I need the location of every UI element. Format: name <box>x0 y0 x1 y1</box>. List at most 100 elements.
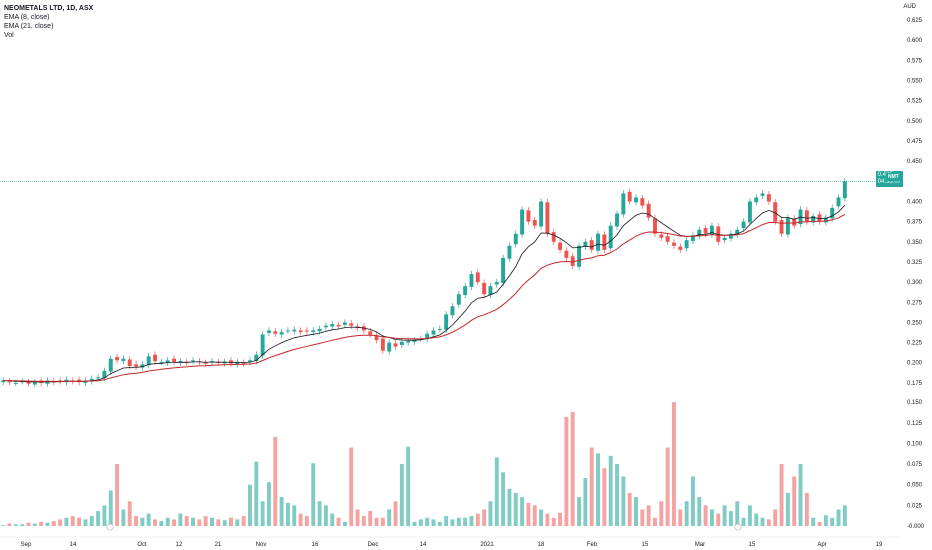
candle-body <box>317 328 322 332</box>
volume-bar <box>842 505 847 526</box>
candle-body <box>672 242 676 246</box>
volume-bar <box>304 516 309 526</box>
time-tick-label: 14 <box>420 542 427 548</box>
volume-bar <box>83 519 88 526</box>
candle-body <box>596 233 600 251</box>
time-tick-label: 12 <box>176 542 183 548</box>
volume-bar <box>197 519 202 526</box>
volume-bar <box>178 513 183 526</box>
candle-body <box>172 358 176 362</box>
candle-body <box>798 209 803 225</box>
candle-body <box>735 229 740 235</box>
indicator-ema8[interactable]: EMA (8, close) <box>4 14 50 21</box>
candle-body <box>665 236 670 242</box>
candle-body <box>349 323 354 326</box>
candle-body <box>703 228 708 234</box>
volume-bar <box>96 511 101 526</box>
candle-body <box>456 294 461 305</box>
volume-bar <box>7 523 12 526</box>
candle-body <box>96 377 101 379</box>
candle-body <box>842 181 847 199</box>
volume-bar <box>539 509 544 526</box>
candle-body <box>754 197 759 203</box>
candle-body <box>311 330 316 333</box>
volume-bar <box>399 464 404 526</box>
volume-bar <box>210 517 214 526</box>
candle-body <box>336 324 341 327</box>
volume-bar <box>653 517 657 526</box>
candle-body <box>608 225 613 249</box>
candle-body <box>785 217 790 235</box>
candle-body <box>779 220 784 234</box>
candle-body <box>292 329 297 332</box>
volume-bar <box>520 497 525 526</box>
candle-body <box>741 221 746 229</box>
candle-body <box>836 197 841 207</box>
candle-body <box>444 314 449 330</box>
indicator-volume[interactable]: Vol <box>4 32 14 39</box>
price-tick-label: 0.400 <box>907 199 923 205</box>
candle-body <box>412 340 417 342</box>
candle-body <box>254 354 259 362</box>
price-tick-label: 0.175 <box>907 381 923 387</box>
volume-bar <box>20 524 25 526</box>
indicator-ema21[interactable]: EMA (21, close) <box>4 23 54 30</box>
candle-body <box>285 330 290 332</box>
candle-body <box>153 354 158 362</box>
time-axis[interactable]: Sep 14 Oct 12 21 Nov 16 Dec 14 2021 18 Feb 15 Mar 15 Ap… <box>0 523 901 548</box>
volume-bar <box>184 516 189 526</box>
candle-body <box>640 198 645 206</box>
candle-body <box>134 364 139 367</box>
volume-bar <box>501 472 506 526</box>
candle-body <box>507 245 512 259</box>
volume-tick-label: 0.050 <box>907 483 923 489</box>
time-tick-label: 18 <box>538 542 545 548</box>
candle-body <box>558 242 563 250</box>
volume-bar <box>577 497 582 526</box>
volume-bar <box>412 521 417 526</box>
candle-body <box>494 282 499 285</box>
chart-title: NEOMETALS LTD, 1D, ASX <box>4 5 94 12</box>
volume-bar <box>798 464 803 526</box>
volume-bar <box>374 517 379 526</box>
candle-body <box>551 232 556 242</box>
volume-bar <box>602 468 607 526</box>
time-tick-label: Apr <box>817 542 826 548</box>
volume-bar <box>191 517 195 526</box>
volume-bar <box>393 501 398 526</box>
volume-bar <box>418 519 423 526</box>
candle-body <box>159 361 164 363</box>
candle-body <box>108 358 113 372</box>
candle-body <box>589 240 594 250</box>
candle-body <box>621 193 626 215</box>
volume-bar <box>469 516 474 526</box>
candle-body <box>792 218 797 226</box>
time-tick-label: Oct <box>137 542 147 548</box>
last-price: 0.425 <box>878 172 901 179</box>
volume-bar <box>355 509 360 526</box>
volume-bar <box>728 511 733 526</box>
price-axis[interactable]: 0.625 0.600 0.575 0.550 0.525 0.500 0.475 0.450… <box>907 18 925 530</box>
volume-bar <box>703 505 708 526</box>
time-tick-label: 16 <box>312 542 319 548</box>
volume-bar <box>406 446 411 526</box>
candle-body <box>102 370 107 379</box>
volume-tick-label: 0.075 <box>907 462 923 468</box>
volume-bar <box>285 502 290 526</box>
candle-body <box>811 215 816 223</box>
price-tick-label: 0.350 <box>907 240 923 246</box>
volume-bar <box>115 464 120 526</box>
volume-bar <box>475 513 480 526</box>
volume-bar <box>102 505 107 526</box>
candle-body <box>482 282 487 295</box>
volume-bar <box>450 519 455 526</box>
volume-bar <box>241 516 246 526</box>
volume-bar <box>526 502 531 526</box>
price-tick-label: 0.550 <box>907 79 923 85</box>
volume-bar <box>431 519 436 526</box>
price-tick-label: 0.375 <box>907 220 923 226</box>
legend: NEOMETALS LTD, 1D, ASX EMA (8, close) EM… <box>4 4 93 40</box>
candle-body <box>615 213 619 227</box>
volume-bar <box>235 519 240 526</box>
